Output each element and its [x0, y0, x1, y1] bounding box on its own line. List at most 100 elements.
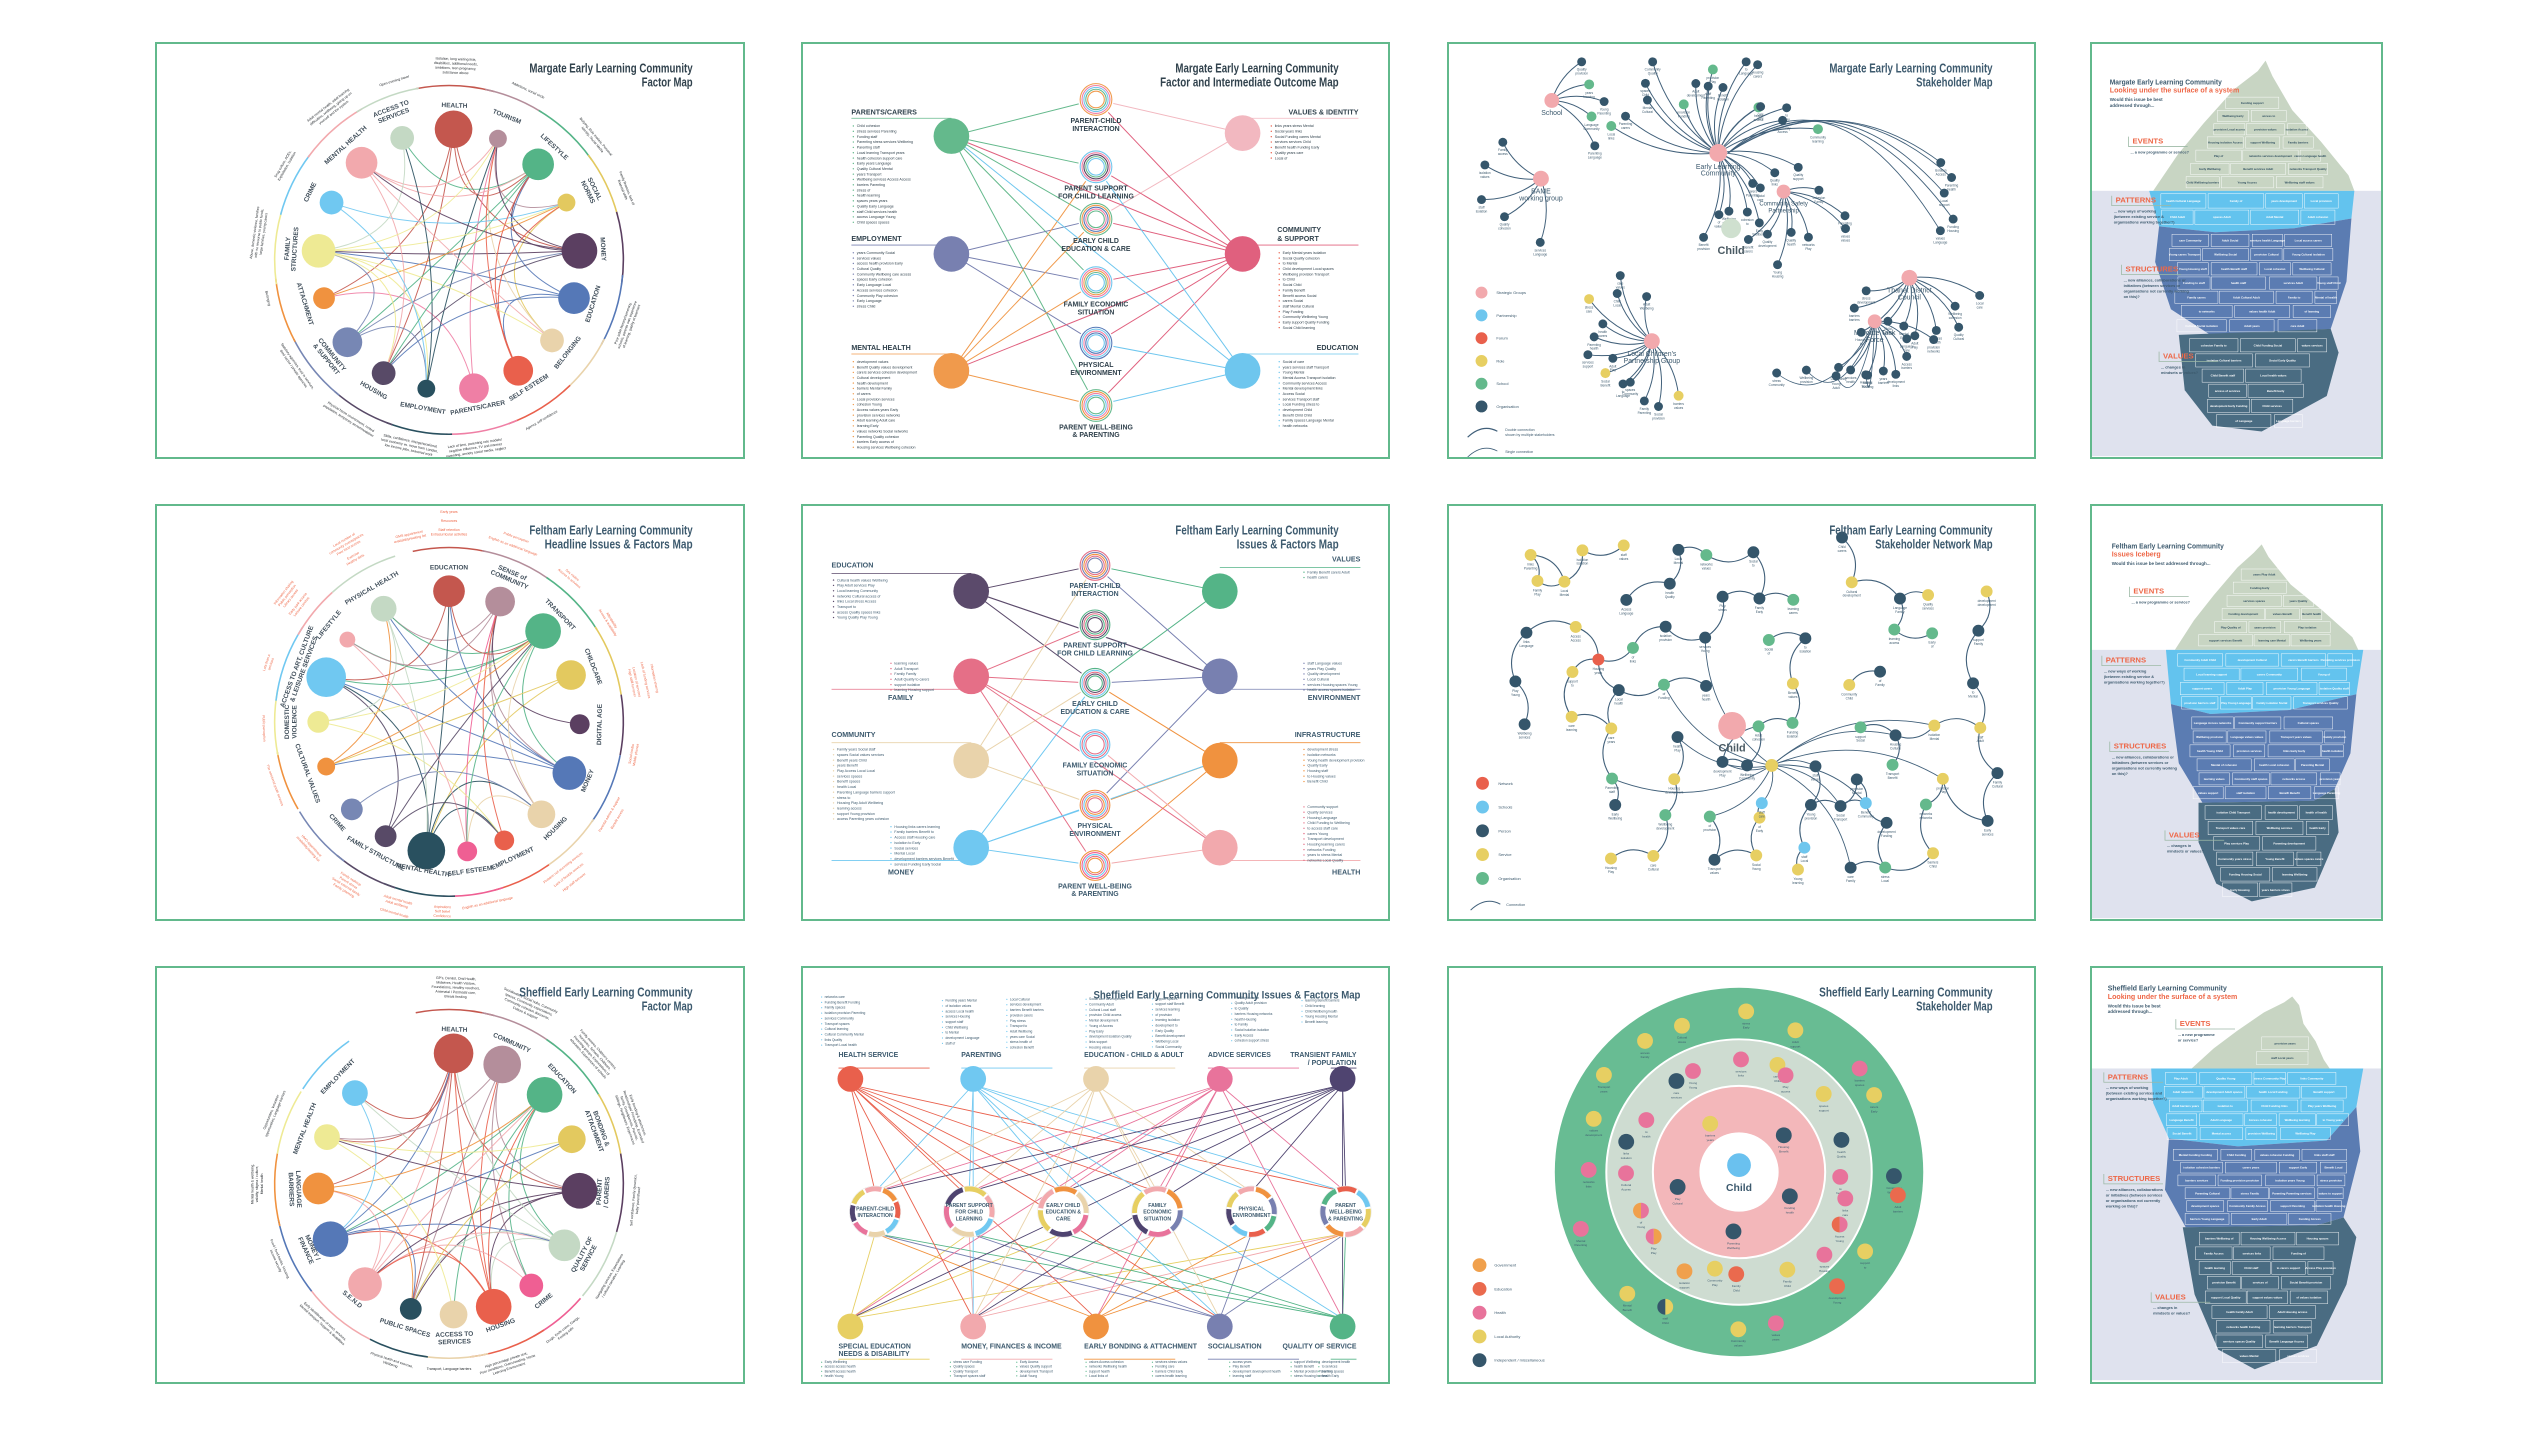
svg-text:provision Child access: provision Child access — [1089, 1013, 1122, 1017]
svg-text:barriers Housing networks: barriers Housing networks — [1235, 1012, 1273, 1016]
svg-text:Parenting: Parenting — [1701, 96, 1715, 100]
svg-text:Housing: Housing — [1860, 381, 1872, 385]
svg-text:values cohesion Funding: values cohesion Funding — [2260, 1153, 2295, 1157]
svg-text:values Mental: values Mental — [2240, 1354, 2259, 1358]
svg-text:ambitions, teen pregnancy,: ambitions, teen pregnancy, — [435, 66, 476, 71]
svg-text:Quality: Quality — [1840, 226, 1850, 230]
svg-text:services spaces: services spaces — [2243, 599, 2265, 603]
svg-text:networks care: networks care — [825, 995, 845, 999]
svg-text:or organisations not currently: or organisations not currently — [2106, 1199, 2161, 1203]
svg-text:EARLY BONDING & ATTACHMENT: EARLY BONDING & ATTACHMENT — [1084, 1343, 1198, 1350]
svg-text:Health: Health — [1494, 1310, 1505, 1315]
svg-text:links: links — [1523, 640, 1530, 644]
svg-text:(between existing service &: (between existing service & — [2104, 675, 2154, 679]
svg-text:& PARENTING: & PARENTING — [1072, 432, 1119, 439]
svg-text:care: care — [1758, 116, 1764, 120]
svg-text:Wellbeing services: Wellbeing services — [2267, 826, 2293, 830]
svg-text:provision Benefit: provision Benefit — [2212, 1281, 2235, 1285]
svg-text:Lots than a: Lots than a — [262, 654, 271, 672]
svg-text:Social: Social — [1752, 863, 1761, 867]
svg-text:Adult Play: Adult Play — [2238, 687, 2252, 691]
svg-text:Benefit: Benefit — [1601, 383, 1611, 387]
svg-text:PATTERNS: PATTERNS — [2106, 656, 2146, 665]
svg-text:Child Funding to Wellbeing: Child Funding to Wellbeing — [1307, 821, 1349, 825]
svg-text:Benefit: Benefit — [1788, 691, 1798, 695]
svg-text:values: values — [1710, 871, 1720, 875]
svg-text:Mental transport, Support & di: Mental transport, Support & disabilities — [299, 1304, 346, 1347]
svg-text:Benefit: Benefit — [1718, 93, 1728, 97]
svg-text:provision values: provision values — [2254, 127, 2277, 131]
svg-text:Parenting staff: Parenting staff — [857, 146, 880, 150]
svg-text:provision carers: provision carers — [1010, 1013, 1033, 1017]
svg-text:stress of: stress of — [857, 188, 870, 192]
svg-text:Funding Access: Funding Access — [2299, 1217, 2321, 1221]
svg-text:Mental: Mental — [1863, 381, 1873, 385]
svg-text:Social Child: Social Child — [1283, 283, 1302, 287]
svg-text:initiatives (between services: initiatives (between services or — [2124, 284, 2181, 288]
svg-text:provision: provision — [1697, 247, 1710, 251]
svg-text:Thanet District: Thanet District — [1887, 288, 1932, 295]
svg-text:MENTAL HEALTH: MENTAL HEALTH — [851, 344, 910, 352]
svg-text:Young: Young — [1832, 382, 1841, 386]
svg-text:Child Wellbeing health: Child Wellbeing health — [1305, 1009, 1337, 1013]
svg-text:services of: services of — [2253, 1281, 2268, 1285]
svg-text:health Local Funding: health Local Funding — [2259, 1090, 2288, 1094]
svg-text:barriers Parenting: barriers Parenting — [857, 183, 885, 187]
svg-text:Language barriers: Language barriers — [2276, 419, 2301, 423]
svg-text:links: links — [1772, 183, 1779, 187]
svg-text:Extracurricular activities: Extracurricular activities — [431, 533, 468, 537]
svg-text:Breast feeding: Breast feeding — [444, 994, 466, 999]
svg-text:Young: Young — [1773, 271, 1782, 275]
svg-text:care: care — [1586, 309, 1592, 313]
svg-text:Early: Early — [1929, 641, 1937, 645]
svg-text:Community: Community — [1769, 383, 1785, 387]
svg-text:links Community: links Community — [2300, 1076, 2323, 1080]
svg-text:health: health — [1837, 1150, 1845, 1154]
svg-text:barriers Young Language: barriers Young Language — [2190, 1217, 2225, 1221]
svg-text:Transport services Quality: Transport services Quality — [2303, 701, 2339, 705]
svg-text:Child: Child — [1733, 1288, 1740, 1292]
svg-text:Wellbeing years: Wellbeing years — [2300, 638, 2322, 642]
svg-text:parenting, anxiety social medi: parenting, anxiety social media, neglect — [446, 446, 506, 457]
svg-text:of: of — [1758, 825, 1761, 829]
svg-text:of carers: of carers — [857, 392, 871, 396]
svg-text:Feltham Early Learning Communi: Feltham Early Learning Community — [529, 524, 692, 538]
svg-text:care Adult: care Adult — [2291, 324, 2305, 328]
svg-text:values Quality support: values Quality support — [1020, 1365, 1052, 1369]
svg-text:Local: Local — [1976, 301, 1984, 305]
svg-text:EDUCATION &: EDUCATION & — [1046, 1210, 1082, 1216]
svg-text:EMPLOYMENT: EMPLOYMENT — [400, 401, 447, 416]
svg-text:Mental: Mental — [1899, 332, 1909, 336]
svg-text:Benefit: Benefit — [1623, 1308, 1632, 1312]
svg-text:Early: Early — [1871, 1109, 1878, 1113]
svg-text:provision services networks: provision services networks — [857, 413, 901, 417]
svg-text:services Adult: services Adult — [2283, 281, 2302, 285]
svg-text:Adult: Adult — [1792, 1040, 1799, 1044]
svg-text:values: values — [1674, 406, 1684, 410]
svg-text:spaces years years: spaces years years — [857, 199, 888, 203]
svg-text:Community services Access: Community services Access — [1283, 381, 1327, 385]
svg-text:support carers: support carers — [2192, 687, 2212, 691]
svg-text:Sheffield Early Learning Commu: Sheffield Early Learning Community Issue… — [1094, 990, 1361, 1002]
svg-text:Wellbeing: Wellbeing — [1727, 1246, 1740, 1250]
svg-text:Adult Housing access: Adult Housing access — [2277, 1310, 2307, 1314]
svg-text:care: care — [1759, 814, 1765, 818]
svg-text:years Community Social: years Community Social — [857, 251, 895, 255]
svg-text:support services Benefit: support services Benefit — [2209, 638, 2242, 642]
svg-text:of: of — [1640, 1221, 1643, 1225]
svg-text:Housing: Housing — [1947, 229, 1959, 233]
svg-text:Community: Community — [1858, 814, 1874, 818]
svg-text:support: support — [1790, 1045, 1800, 1049]
svg-text:CARE: CARE — [1056, 1216, 1071, 1222]
svg-text:Access values years Early: Access values years Early — [857, 408, 899, 412]
svg-text:EMPLOYMENT: EMPLOYMENT — [851, 235, 902, 243]
svg-text:provision Local access: provision Local access — [2214, 127, 2246, 131]
svg-text:organisations working together: organisations working together?) — [2106, 1097, 2168, 1101]
svg-text:Parenting Mental: Parenting Mental — [2301, 763, 2324, 767]
svg-text:Adult learning Adult care: Adult learning Adult care — [857, 419, 895, 423]
svg-text:Parenting Parenting services: Parenting Parenting services — [2272, 1191, 2312, 1195]
svg-text:provision: provision — [1652, 416, 1665, 420]
svg-text:Cultural: Cultural — [1642, 110, 1653, 114]
svg-text:COMMUNITY: COMMUNITY — [1277, 226, 1321, 234]
svg-text:barriers: barriers — [1928, 861, 1939, 865]
